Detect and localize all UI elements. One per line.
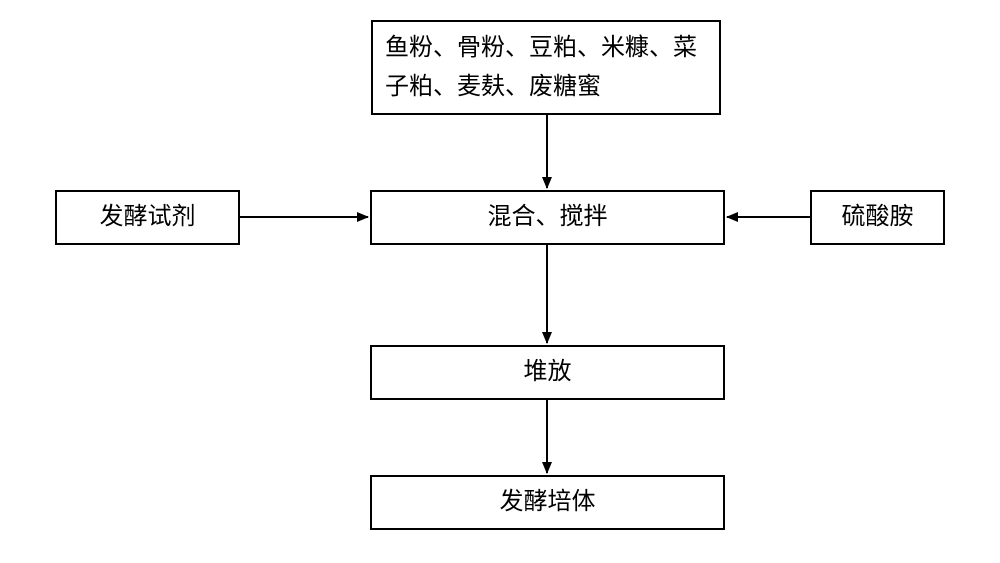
flowchart-canvas: 鱼粉、骨粉、豆粕、米糠、菜子粕、麦麸、废糖蜜 发酵试剂 硫酸胺 混合、搅拌 堆放… <box>0 0 1000 563</box>
node-pile: 堆放 <box>370 345 725 400</box>
node-ferment-reagent-label: 发酵试剂 <box>100 198 196 236</box>
node-ammonium-sulfate: 硫酸胺 <box>810 190 945 245</box>
node-ammonium-sulfate-label: 硫酸胺 <box>842 198 914 236</box>
node-fermented: 发酵培体 <box>370 475 725 530</box>
node-ingredients: 鱼粉、骨粉、豆粕、米糠、菜子粕、麦麸、废糖蜜 <box>371 20 721 115</box>
node-ingredients-label: 鱼粉、骨粉、豆粕、米糠、菜子粕、麦麸、废糖蜜 <box>385 29 707 106</box>
node-fermented-label: 发酵培体 <box>500 483 596 521</box>
node-ferment-reagent: 发酵试剂 <box>55 190 240 245</box>
node-mix: 混合、搅拌 <box>370 190 725 245</box>
node-pile-label: 堆放 <box>524 353 572 391</box>
node-mix-label: 混合、搅拌 <box>488 198 608 236</box>
